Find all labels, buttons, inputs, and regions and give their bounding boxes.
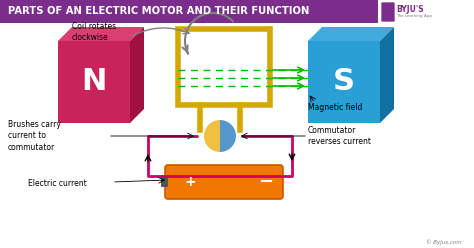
Polygon shape: [308, 27, 394, 41]
FancyBboxPatch shape: [0, 0, 474, 23]
FancyBboxPatch shape: [308, 41, 380, 123]
Text: Commutator
reverses current: Commutator reverses current: [308, 125, 371, 146]
Text: Coil rotates
clockwise: Coil rotates clockwise: [72, 22, 116, 42]
Polygon shape: [58, 27, 144, 41]
Polygon shape: [380, 27, 394, 123]
FancyBboxPatch shape: [165, 165, 283, 199]
Text: BYJU'S: BYJU'S: [396, 5, 424, 14]
Polygon shape: [130, 27, 144, 123]
Text: +: +: [184, 175, 196, 189]
Text: Brushes carry
current to
commutator: Brushes carry current to commutator: [8, 120, 61, 152]
Text: N: N: [82, 67, 107, 96]
Text: −: −: [258, 173, 273, 191]
Text: © Byjus.com: © Byjus.com: [427, 239, 462, 245]
Text: PARTS OF AN ELECTRIC MOTOR AND THEIR FUNCTION: PARTS OF AN ELECTRIC MOTOR AND THEIR FUN…: [8, 6, 310, 17]
FancyBboxPatch shape: [378, 0, 474, 23]
Text: S: S: [333, 67, 355, 96]
Wedge shape: [204, 120, 220, 152]
FancyBboxPatch shape: [161, 175, 168, 187]
FancyBboxPatch shape: [381, 2, 395, 22]
FancyBboxPatch shape: [58, 41, 130, 123]
Text: Magnetic field: Magnetic field: [308, 103, 363, 113]
Text: The Learning App: The Learning App: [396, 14, 432, 18]
Wedge shape: [220, 120, 236, 152]
Text: Electric current: Electric current: [28, 179, 87, 187]
